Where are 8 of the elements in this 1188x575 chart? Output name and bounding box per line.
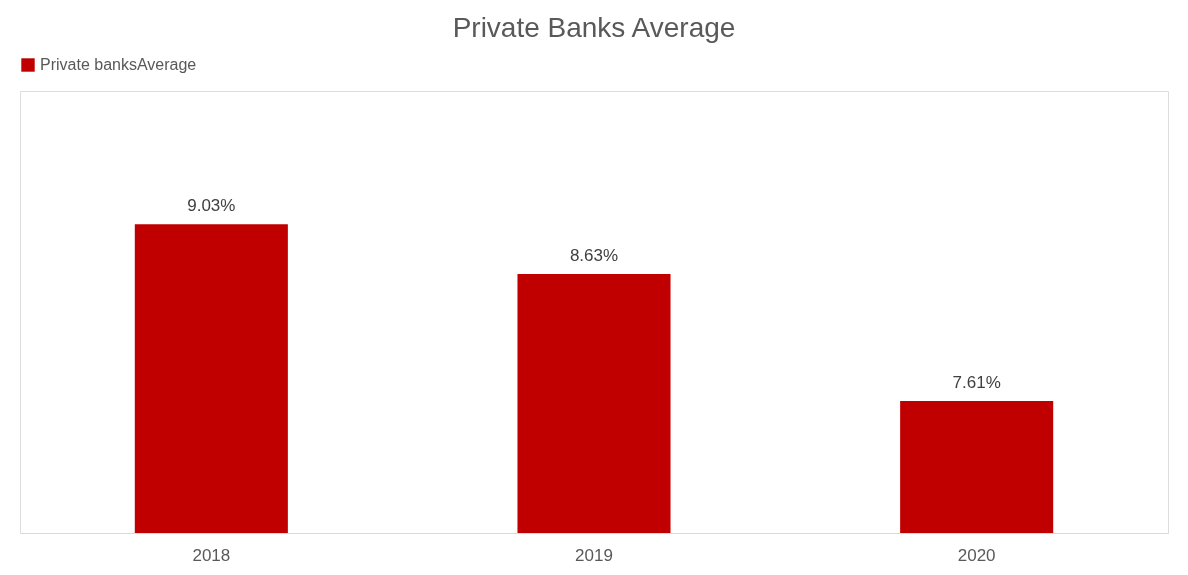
data-label: 8.63%	[569, 246, 619, 266]
x-tick-label: 2020	[957, 545, 996, 565]
x-tick-label: 2018	[192, 545, 231, 565]
chart-title: Private Banks Average	[452, 12, 736, 43]
data-label: 9.03%	[187, 196, 236, 216]
x-tick-label: 2019	[575, 545, 613, 565]
legend-label: Private banksAverage	[40, 56, 197, 73]
data-label: 7.61%	[952, 373, 1001, 393]
